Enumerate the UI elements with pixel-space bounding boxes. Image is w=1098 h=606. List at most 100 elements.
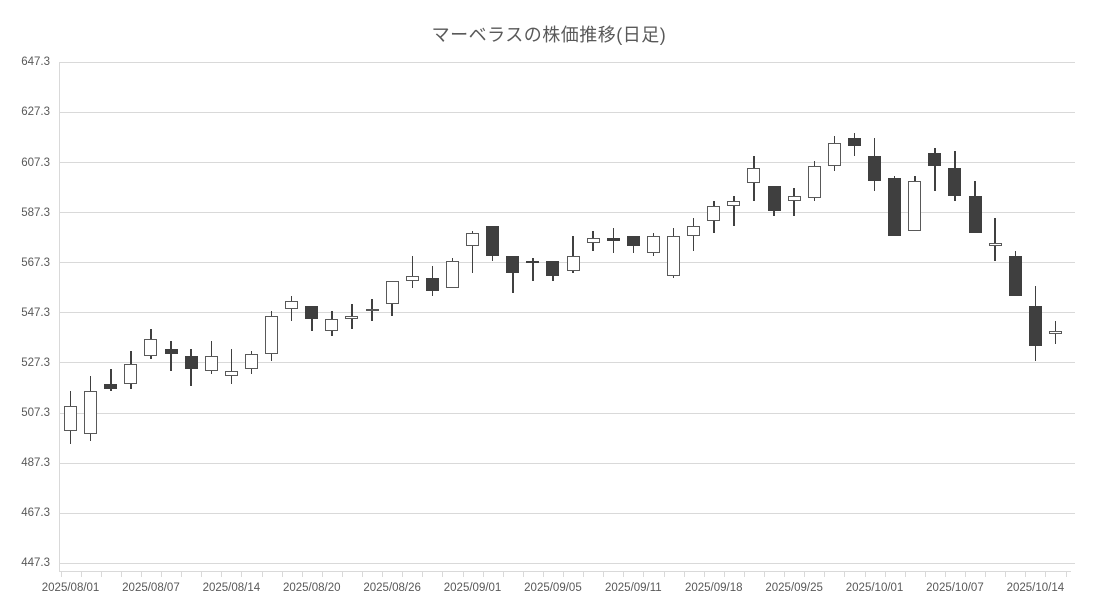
x-axis-tick <box>201 572 203 577</box>
gridline <box>58 162 1075 163</box>
candle-body <box>908 180 922 231</box>
x-axis-tick <box>844 572 846 577</box>
x-axis-tick <box>623 572 625 577</box>
x-axis-tick <box>1065 572 1067 577</box>
candle-body <box>687 225 701 236</box>
x-axis-tick <box>743 572 745 577</box>
candle-body <box>827 143 841 166</box>
candle-body <box>707 205 721 221</box>
candle-body <box>64 406 78 432</box>
x-axis-tick <box>382 572 384 577</box>
candle-body <box>506 255 520 274</box>
candle-body <box>285 301 299 309</box>
candle-body <box>405 275 419 281</box>
gridline <box>58 412 1075 414</box>
candle-body <box>968 195 982 234</box>
candle-body <box>184 356 198 369</box>
candle-body <box>385 280 399 304</box>
candle-body <box>767 185 781 211</box>
x-axis-label: 2025/08/26 <box>363 582 421 594</box>
x-axis-tick <box>482 572 484 577</box>
x-axis-tick <box>341 572 343 577</box>
candle-body <box>868 155 882 181</box>
y-axis-label: 507.3 <box>21 407 50 419</box>
y-axis-line <box>58 62 60 571</box>
y-axis-label: 647.3 <box>21 56 50 69</box>
x-axis-tick <box>100 572 102 577</box>
x-axis-tick <box>1025 572 1027 577</box>
y-axis-label: 607.3 <box>21 156 50 169</box>
candle-body <box>425 278 439 291</box>
candle-body <box>164 348 178 354</box>
x-axis-tick <box>965 572 966 577</box>
candle-body <box>486 225 500 256</box>
y-axis-label: 547.3 <box>21 306 50 319</box>
candle-body <box>1048 331 1062 334</box>
x-axis-tick <box>362 572 363 577</box>
candle-body <box>787 195 801 201</box>
candle-body <box>124 363 138 384</box>
candle-body <box>626 235 640 246</box>
candle-body <box>224 371 238 377</box>
x-axis-tick <box>261 572 263 577</box>
candle-body <box>345 316 359 319</box>
x-axis-tick <box>884 572 886 577</box>
candle-body <box>365 308 379 312</box>
x-axis-label: 2025/08/20 <box>282 582 341 594</box>
y-axis-label: 587.3 <box>21 206 50 219</box>
candle-wick <box>572 235 574 274</box>
x-axis-tick <box>321 572 323 577</box>
candle-body <box>244 353 258 369</box>
x-axis-tick <box>904 572 906 577</box>
candle-body <box>586 238 600 244</box>
candle-body <box>727 200 741 206</box>
x-axis-label: 2025/10/07 <box>926 582 984 594</box>
x-axis-label: 2025/08/07 <box>122 582 180 594</box>
x-axis-tick <box>663 572 665 577</box>
x-axis-tick <box>824 572 826 577</box>
y-axis-label: 467.3 <box>21 507 50 520</box>
x-axis-label: 2025/09/01 <box>443 582 502 594</box>
x-axis-tick <box>221 572 223 577</box>
candle-body <box>807 165 821 199</box>
candle-body <box>204 356 218 372</box>
x-axis-tick <box>924 572 926 577</box>
candle-wick <box>170 341 172 372</box>
gridline <box>58 312 1075 314</box>
y-axis-label: 487.3 <box>21 457 50 470</box>
candle-body <box>104 383 118 389</box>
candle-wick <box>733 195 735 226</box>
candle-body <box>466 233 480 246</box>
candle-wick <box>311 306 313 332</box>
x-axis-tick <box>603 572 605 577</box>
candle-wick <box>230 348 233 384</box>
candle-body <box>847 138 861 146</box>
x-axis-tick <box>462 572 464 577</box>
x-axis-tick <box>80 572 82 577</box>
gridline <box>58 61 1075 63</box>
y-axis-label: 447.3 <box>21 557 50 570</box>
x-axis-tick <box>583 572 585 577</box>
gridline <box>58 111 1075 113</box>
candle-wick <box>512 255 514 294</box>
x-axis-tick <box>563 572 564 577</box>
candle-body <box>546 260 560 276</box>
x-axis-tick <box>1045 572 1047 577</box>
y-axis-label: 627.3 <box>21 106 50 119</box>
candle-wick <box>994 218 996 261</box>
x-axis-tick <box>703 572 705 577</box>
x-axis-tick <box>985 572 987 577</box>
candle-wick <box>532 258 534 281</box>
candle-body <box>305 306 319 319</box>
x-axis-tick <box>502 572 504 577</box>
candle-wick <box>793 188 795 216</box>
x-axis-tick <box>120 572 122 577</box>
candle-body <box>667 235 681 276</box>
x-axis-label: 2025/10/14 <box>1006 582 1065 594</box>
x-axis-tick <box>764 572 765 577</box>
x-axis-tick <box>542 572 544 577</box>
candle-body <box>526 260 540 263</box>
x-axis-label: 2025/10/01 <box>845 582 904 594</box>
gridline <box>58 462 1075 464</box>
